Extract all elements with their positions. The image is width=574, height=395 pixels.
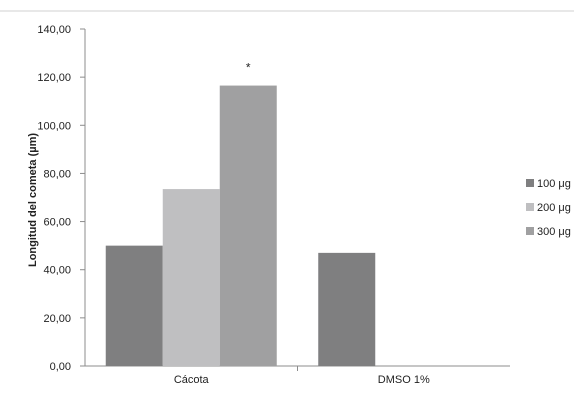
bar <box>162 189 220 366</box>
x-axis: Cácota DMSO 1% <box>85 365 510 386</box>
y-tick-label: 60,00 <box>43 217 71 229</box>
y-tick-label: 140,00 <box>37 24 71 36</box>
y-tick-label: 80,00 <box>43 168 71 180</box>
significance-marker: * <box>246 61 251 75</box>
legend-swatch <box>526 179 534 187</box>
legend-label: 100 μg <box>537 178 571 190</box>
legend: 100 μg 200 μg 300 μg <box>526 178 571 238</box>
bars <box>105 85 376 366</box>
bar <box>318 252 376 366</box>
y-tick-label: 120,00 <box>37 72 71 84</box>
y-axis-title: Longitud del cometa (µm) <box>27 133 39 267</box>
y-tick-label: 0,00 <box>50 361 71 373</box>
y-axis: 0,00 20,00 40,00 60,00 80,00 100,00 120,00 140,… <box>37 24 86 373</box>
bar <box>219 85 277 366</box>
x-tick-label: DMSO 1% <box>378 374 430 386</box>
legend-label: 300 μg <box>537 226 571 238</box>
bar <box>105 245 163 366</box>
legend-label: 200 μg <box>537 202 571 214</box>
x-tick-label: Cácota <box>174 374 210 386</box>
y-tick-label: 100,00 <box>37 120 71 132</box>
annotations: * <box>246 61 251 75</box>
legend-swatch <box>526 203 534 211</box>
y-tick-label: 20,00 <box>43 313 71 325</box>
legend-swatch <box>526 227 534 235</box>
y-tick-label: 40,00 <box>43 265 71 277</box>
